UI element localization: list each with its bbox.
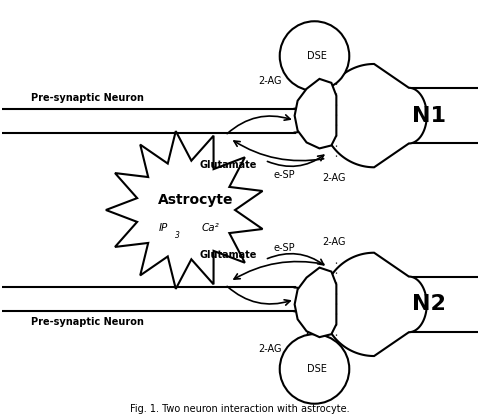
Text: Pre-synaptic Neuron: Pre-synaptic Neuron	[31, 93, 144, 103]
Text: 2-AG: 2-AG	[258, 76, 282, 86]
Text: N1: N1	[412, 105, 446, 126]
Text: 3: 3	[175, 231, 180, 240]
Text: Astrocyte: Astrocyte	[157, 193, 233, 207]
Text: e-SP: e-SP	[274, 170, 296, 180]
Text: 2-AG: 2-AG	[258, 344, 282, 354]
Text: Glutamate: Glutamate	[199, 250, 257, 260]
Text: DSE: DSE	[307, 51, 326, 61]
Circle shape	[280, 21, 349, 91]
Text: e-SP: e-SP	[274, 243, 296, 253]
Text: 2-AG: 2-AG	[323, 173, 346, 183]
Circle shape	[280, 334, 349, 404]
Polygon shape	[323, 64, 427, 167]
Text: DSE: DSE	[307, 364, 326, 374]
Text: N2: N2	[412, 294, 446, 315]
Text: IP: IP	[159, 223, 168, 233]
Text: Glutamate: Glutamate	[199, 160, 257, 170]
Polygon shape	[323, 253, 427, 356]
Text: 2-AG: 2-AG	[323, 237, 346, 247]
Text: Pre-synaptic Neuron: Pre-synaptic Neuron	[31, 317, 144, 327]
Polygon shape	[295, 79, 336, 148]
Polygon shape	[106, 131, 263, 289]
Polygon shape	[295, 268, 336, 337]
Text: Fig. 1. Two neuron interaction with astrocyte.: Fig. 1. Two neuron interaction with astr…	[130, 404, 350, 414]
Text: Ca²: Ca²	[201, 223, 219, 233]
